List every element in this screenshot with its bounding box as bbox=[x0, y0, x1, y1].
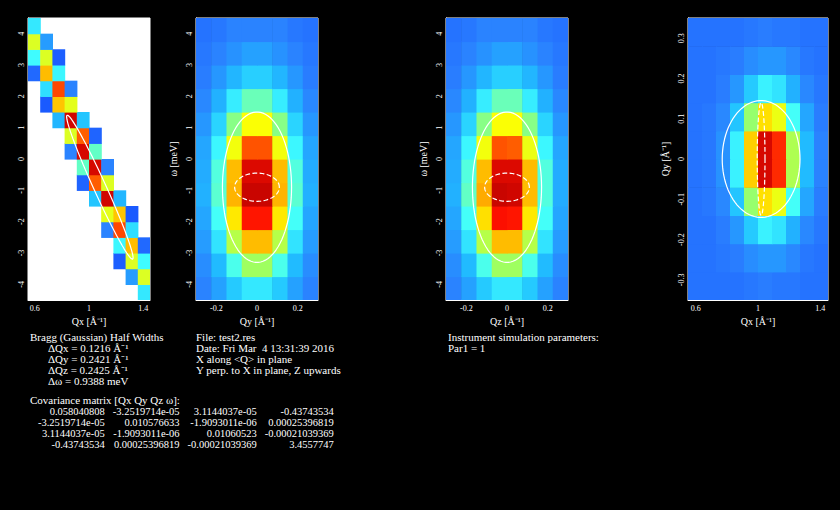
svg-text:-0.1: -0.1 bbox=[677, 193, 686, 206]
html-text:ΔQz = 0.2425 Å⁻¹: ΔQz = 0.2425 Å⁻¹ bbox=[48, 364, 128, 376]
html-text:0.01060523: 0.01060523 bbox=[206, 428, 257, 439]
svg-text:Qy [Å⁻¹]: Qy [Å⁻¹] bbox=[240, 316, 275, 327]
svg-text:1: 1 bbox=[87, 304, 91, 313]
html-text:Y perp. to X in plane, Z upwar: Y perp. to X in plane, Z upwards bbox=[196, 364, 341, 376]
svg-text:2: 2 bbox=[435, 94, 444, 98]
svg-text:-0.2: -0.2 bbox=[677, 233, 686, 246]
svg-text:0.1: 0.1 bbox=[677, 114, 686, 124]
svg-text:4: 4 bbox=[435, 32, 444, 36]
svg-text:Qx [Å⁻¹]: Qx [Å⁻¹] bbox=[72, 316, 107, 327]
svg-text:4: 4 bbox=[185, 32, 194, 36]
svg-text:-3: -3 bbox=[17, 250, 26, 257]
html-text:0.058040808: 0.058040808 bbox=[49, 406, 105, 417]
svg-text:1.4: 1.4 bbox=[815, 304, 825, 313]
svg-text:-3: -3 bbox=[185, 250, 194, 257]
svg-text:3: 3 bbox=[17, 63, 26, 67]
svg-text:-0.2: -0.2 bbox=[210, 304, 223, 313]
svg-text:4: 4 bbox=[17, 32, 26, 36]
svg-text:1: 1 bbox=[185, 126, 194, 130]
svg-text:-1: -1 bbox=[185, 187, 194, 194]
svg-text:0: 0 bbox=[185, 157, 194, 161]
svg-text:-1: -1 bbox=[17, 187, 26, 194]
svg-text:-0.3: -0.3 bbox=[677, 274, 686, 287]
svg-text:0.2: 0.2 bbox=[677, 73, 686, 83]
svg-text:-2: -2 bbox=[185, 218, 194, 225]
svg-text:ω [meV]: ω [meV] bbox=[168, 141, 179, 176]
svg-text:Qx [Å⁻¹]: Qx [Å⁻¹] bbox=[741, 316, 776, 327]
svg-text:Qz [Å⁻¹]: Qz [Å⁻¹] bbox=[490, 316, 524, 327]
svg-text:2: 2 bbox=[185, 94, 194, 98]
svg-text:0: 0 bbox=[505, 304, 509, 313]
svg-text:3: 3 bbox=[185, 63, 194, 67]
svg-text:0.2: 0.2 bbox=[543, 304, 553, 313]
svg-text:0: 0 bbox=[255, 304, 259, 313]
svg-text:1: 1 bbox=[17, 126, 26, 130]
html-text:0.010576633: 0.010576633 bbox=[124, 417, 180, 428]
html-text:Covariance matrix [Qx Qy Qz ω]: Covariance matrix [Qx Qy Qz ω]: bbox=[30, 394, 180, 406]
html-text:3.1144037e-05: 3.1144037e-05 bbox=[193, 406, 257, 417]
svg-text:-1: -1 bbox=[435, 187, 444, 194]
svg-text:-0.2: -0.2 bbox=[460, 304, 473, 313]
svg-text:0.6: 0.6 bbox=[30, 304, 40, 313]
html-text:Instrument simulation paramete: Instrument simulation parameters: bbox=[448, 331, 599, 343]
svg-text:0.6: 0.6 bbox=[691, 304, 701, 313]
html-text:0.00025396819: 0.00025396819 bbox=[113, 439, 180, 450]
svg-text:3: 3 bbox=[435, 63, 444, 67]
html-text:-3.2519714e-05: -3.2519714e-05 bbox=[112, 406, 180, 417]
html-text:Bragg (Gaussian) Half Widths: Bragg (Gaussian) Half Widths bbox=[30, 331, 164, 343]
svg-text:-3: -3 bbox=[435, 250, 444, 257]
html-text:ΔQx = 0.1216 Å⁻¹: ΔQx = 0.1216 Å⁻¹ bbox=[48, 342, 129, 354]
svg-text:0: 0 bbox=[17, 157, 26, 161]
svg-text:-4: -4 bbox=[17, 281, 26, 288]
svg-text:1.4: 1.4 bbox=[138, 304, 148, 313]
svg-text:ω [meV]: ω [meV] bbox=[418, 141, 429, 176]
svg-text:1: 1 bbox=[756, 304, 760, 313]
html-text:Δω = 0.9388 meV: Δω = 0.9388 meV bbox=[48, 375, 129, 387]
svg-text:Qy [Å⁻¹]: Qy [Å⁻¹] bbox=[660, 142, 671, 177]
svg-text:2: 2 bbox=[17, 94, 26, 98]
svg-text:0.2: 0.2 bbox=[293, 304, 303, 313]
svg-text:-2: -2 bbox=[435, 218, 444, 225]
svg-text:0: 0 bbox=[677, 157, 686, 161]
html-text:ΔQy = 0.2421 Å⁻¹: ΔQy = 0.2421 Å⁻¹ bbox=[48, 353, 129, 365]
html-text:-1.9093011e-06: -1.9093011e-06 bbox=[190, 417, 257, 428]
svg-text:0.3: 0.3 bbox=[677, 33, 686, 43]
html-text:0.00025396819: 0.00025396819 bbox=[268, 417, 334, 428]
html-text:-0.43743534: -0.43743534 bbox=[280, 406, 334, 417]
html-text:-1.9093011e-06: -1.9093011e-06 bbox=[113, 428, 180, 439]
html-text:-3.2519714e-05: -3.2519714e-05 bbox=[38, 417, 105, 428]
html-text:File: test2.res: File: test2.res bbox=[196, 331, 256, 343]
html-text:Par1 = 1: Par1 = 1 bbox=[448, 342, 486, 354]
html-text:Date: Fri Mar 4 13:31:39 2016: Date: Fri Mar 4 13:31:39 2016 bbox=[196, 342, 335, 354]
html-text:3.4557747: 3.4557747 bbox=[289, 439, 334, 450]
html-text:X along <Q> in plane: X along <Q> in plane bbox=[196, 353, 293, 365]
html-text:-0.00021039369: -0.00021039369 bbox=[264, 428, 334, 439]
svg-text:-4: -4 bbox=[435, 281, 444, 288]
svg-text:1: 1 bbox=[435, 126, 444, 130]
svg-text:0: 0 bbox=[435, 157, 444, 161]
svg-text:-4: -4 bbox=[185, 281, 194, 288]
html-text:-0.00021039369: -0.00021039369 bbox=[187, 439, 257, 450]
svg-text:-2: -2 bbox=[17, 218, 26, 225]
html-text:-0.43743534: -0.43743534 bbox=[51, 439, 105, 450]
html-text:3.1144037e-05: 3.1144037e-05 bbox=[41, 428, 105, 439]
